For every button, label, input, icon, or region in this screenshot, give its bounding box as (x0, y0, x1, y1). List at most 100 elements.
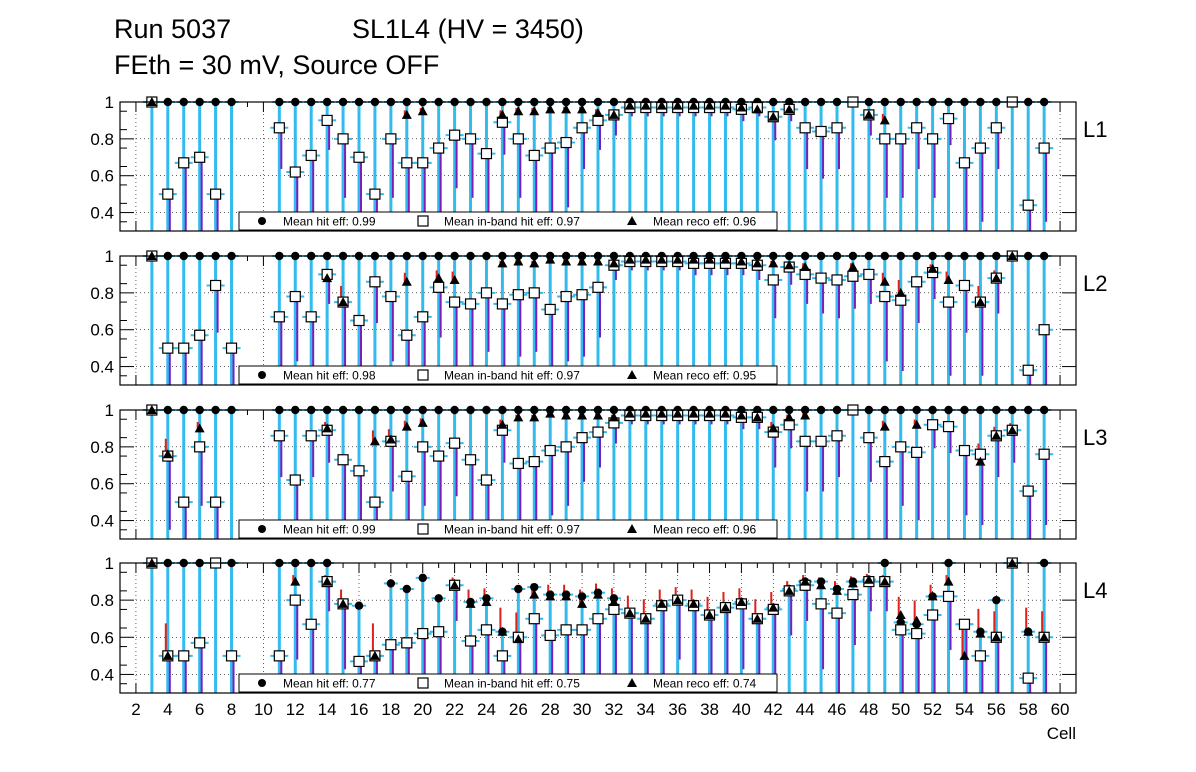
inband-marker (544, 629, 556, 642)
inband-marker (560, 136, 572, 149)
legend: Mean hit eff: 0.99 Mean in-band hit eff: … (238, 211, 778, 231)
inband-marker (369, 496, 381, 508)
hit-marker (386, 579, 396, 588)
inband-marker (417, 627, 429, 640)
reco-marker (816, 580, 827, 590)
inband-marker (895, 441, 907, 453)
y-tick-label: 0.4 (90, 665, 114, 684)
inband-marker (305, 311, 317, 323)
x-tick-label: 46 (828, 700, 847, 719)
reco-marker (162, 650, 173, 660)
reco-marker (800, 410, 811, 420)
inband-marker (799, 435, 811, 447)
x-tick-label: 16 (350, 700, 369, 719)
hit-marker (514, 584, 523, 594)
legend-reco-text: Mean reco eff: 0.96 (653, 215, 757, 229)
x-tick-label: 4 (163, 700, 172, 719)
reco-marker (991, 273, 1002, 283)
reco-marker (322, 273, 333, 283)
inband-marker (895, 624, 907, 636)
reco-marker (545, 254, 556, 264)
reco-marker (545, 591, 556, 601)
reco-marker (624, 254, 635, 264)
inband-marker (1022, 199, 1034, 211)
hit-marker (530, 582, 539, 592)
inband-marker (162, 342, 174, 354)
inband-marker (1022, 364, 1034, 376)
reco-marker (449, 274, 460, 284)
inband-marker (210, 496, 222, 508)
reco-marker (911, 615, 922, 625)
inband-marker (528, 456, 540, 468)
inband-marker (194, 637, 206, 649)
inband-marker (847, 270, 859, 282)
inband-marker (911, 122, 923, 134)
reco-marker (784, 412, 795, 422)
reco-marker (608, 412, 619, 422)
inband-marker (1038, 448, 1050, 460)
reco-marker (975, 628, 986, 638)
inband-marker (544, 142, 556, 154)
inband-marker (369, 276, 381, 288)
inband-marker (385, 290, 397, 303)
panel-l4: 0.4 0.6 0.8 1 L4 Mean hit eff: 0.77 Mean in-ba… (90, 554, 1107, 694)
reco-marker (338, 598, 349, 608)
legend-hit-marker (258, 371, 266, 379)
inband-marker (974, 650, 987, 662)
inband-marker (942, 112, 955, 125)
inband-marker (544, 303, 556, 316)
reco-marker (752, 412, 763, 422)
y-tick-label: 0.6 (90, 628, 114, 647)
inband-marker (512, 133, 524, 145)
reco-marker (561, 104, 572, 114)
inband-marker (528, 613, 540, 625)
inband-marker (433, 281, 445, 293)
inband-marker (958, 279, 971, 292)
reco-marker (672, 408, 683, 418)
reco-marker (736, 256, 747, 266)
reco-marker (736, 102, 747, 112)
inband-marker (401, 157, 413, 169)
reco-marker (959, 650, 970, 660)
inband-marker (433, 142, 445, 154)
x-tick-label: 26 (509, 700, 528, 719)
reco-marker (720, 602, 731, 612)
inband-marker (990, 122, 1002, 134)
reco-marker (417, 417, 428, 427)
reco-marker (975, 297, 986, 307)
reco-marker (529, 258, 540, 268)
inband-marker (926, 609, 939, 621)
inband-marker (958, 444, 971, 457)
reco-marker (194, 423, 205, 433)
reco-marker (832, 585, 842, 595)
inband-marker (831, 122, 843, 134)
legend-reco-marker (627, 678, 637, 687)
legend-reco-text: Mean reco eff: 0.74 (653, 677, 757, 691)
x-tick-label: 36 (668, 700, 687, 719)
reco-marker (672, 100, 683, 110)
inband-marker (831, 274, 843, 286)
y-tick-label: 1 (105, 554, 114, 573)
y-tick-label: 0.8 (90, 591, 114, 610)
reco-marker (704, 610, 715, 619)
legend-inband-text: Mean in-band hit eff: 0.97 (444, 523, 580, 537)
inband-marker (194, 441, 206, 453)
x-tick-label: 32 (604, 700, 623, 719)
y-tick-label: 0.4 (90, 512, 114, 531)
layer-label: L4 (1083, 578, 1107, 603)
reco-marker (513, 256, 524, 266)
inband-marker (815, 435, 827, 447)
reco-marker (1007, 425, 1018, 435)
legend-inband-text: Mean in-band hit eff: 0.97 (444, 369, 580, 383)
x-tick-label: 2 (131, 700, 140, 719)
reco-marker (481, 597, 492, 606)
x-tick-label: 42 (764, 700, 783, 719)
y-tick-label: 0.8 (90, 284, 114, 303)
inband-marker (305, 149, 317, 162)
inband-marker (178, 342, 190, 354)
reco-marker (369, 650, 380, 660)
inband-marker (273, 430, 285, 442)
legend-box (238, 365, 778, 385)
x-tick-label: 48 (859, 700, 878, 719)
